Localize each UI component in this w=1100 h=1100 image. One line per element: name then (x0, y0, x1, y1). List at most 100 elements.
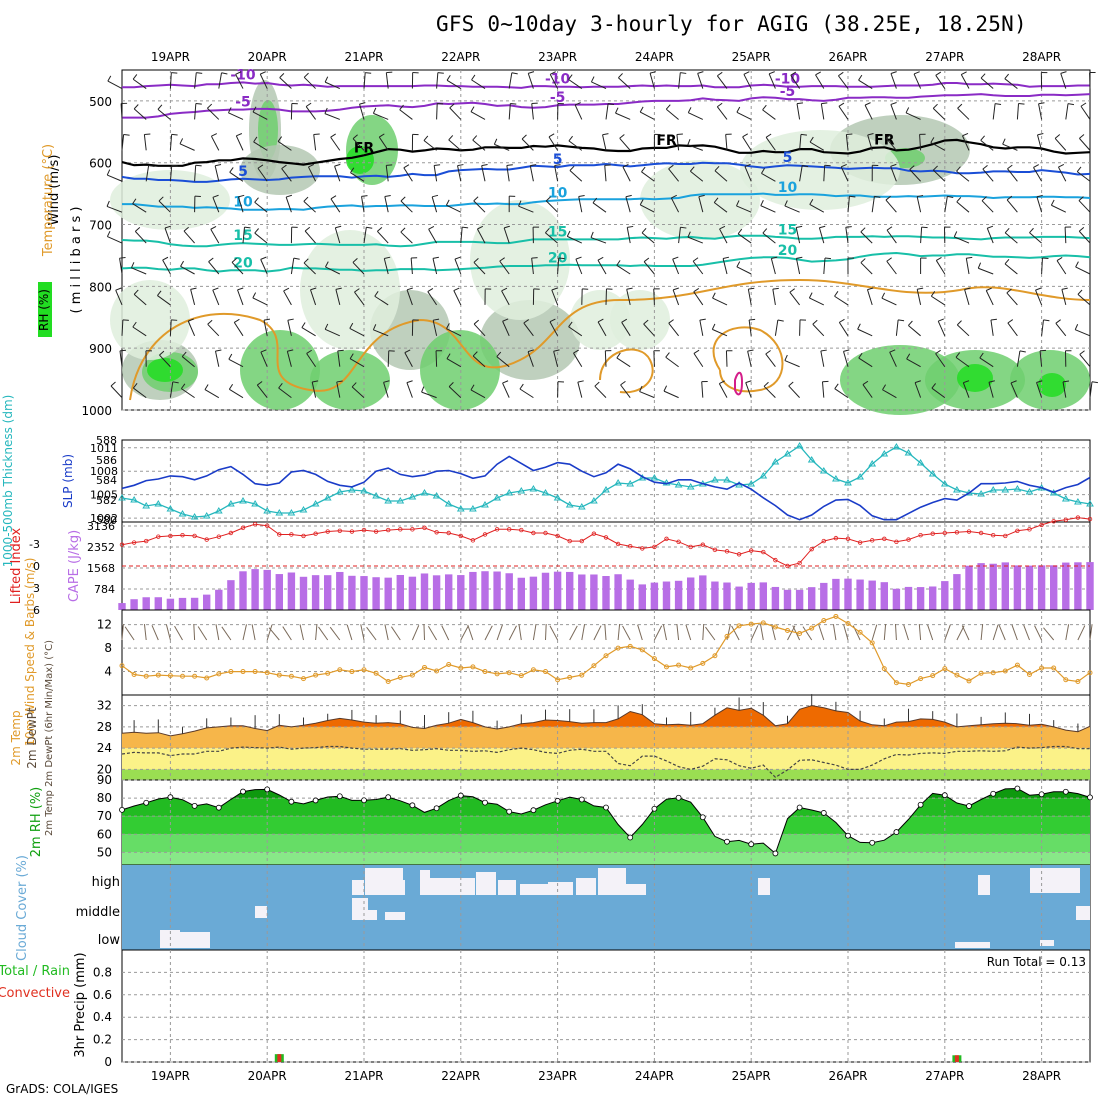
wind-barb-flag (762, 104, 767, 111)
li-point (519, 527, 524, 533)
wind-barb-flag (867, 287, 874, 291)
wind-point (204, 675, 210, 681)
wind-barb-flag (372, 324, 377, 331)
cloud-patch (955, 942, 990, 948)
wind-barb (119, 350, 123, 367)
thickness-tick-label: 582 (96, 494, 117, 507)
date-tick-label: 19APR (151, 50, 190, 64)
wind-point (409, 672, 415, 678)
wind-barb (698, 196, 704, 213)
wind-barb-flag (857, 323, 861, 330)
wind-barb (962, 135, 970, 151)
wind-point (797, 630, 803, 636)
li-point (494, 527, 500, 532)
wind-barb (672, 258, 680, 275)
wind-barb (890, 73, 897, 89)
wind-barb-flag (235, 71, 242, 75)
wind-barb (743, 74, 752, 89)
cape-bar (348, 575, 356, 610)
wind-barb (918, 624, 922, 641)
wind-barb-flag (454, 256, 461, 260)
wind-point (1014, 662, 1020, 668)
wind-barb-flag (324, 76, 329, 83)
wind-barb (330, 136, 341, 151)
wind-barb-flag (301, 322, 306, 328)
li-point (361, 527, 367, 533)
li-point (240, 525, 246, 531)
wind-barb (574, 104, 583, 120)
panel-label: 2m RH (%) (29, 787, 44, 858)
rh-shading (610, 290, 670, 350)
panel-label: 2m DewPt (25, 707, 39, 769)
wind-barb (692, 260, 704, 275)
wind-barb-flag (164, 225, 171, 229)
wind-barb (597, 259, 607, 275)
wind-barb (448, 139, 462, 151)
wind-barb (494, 143, 510, 151)
thickness-point (263, 507, 272, 514)
wind-barb-flag (592, 197, 598, 204)
wind-barb-flag (956, 197, 962, 203)
date-tick-label: 25APR (732, 50, 771, 64)
wind-barb-flag (982, 164, 988, 170)
thickness-point (1074, 498, 1082, 505)
date-tick-label: 27APR (925, 50, 964, 64)
cape-bar (941, 581, 949, 610)
cape-bar (154, 597, 163, 610)
wind-barb-flag (510, 102, 517, 105)
wind-barb (354, 291, 365, 306)
wind-barb-flag (303, 258, 309, 264)
wind-barb (549, 321, 559, 337)
wind-barb-flag (909, 165, 915, 170)
wind-barb-flag (594, 381, 600, 387)
cape-bar (638, 584, 647, 610)
wind-barb-flag (917, 194, 924, 198)
wind-barb-flag (788, 381, 794, 387)
wind-barb (809, 141, 825, 151)
wind-barb (908, 325, 921, 337)
wind-barb (1007, 168, 1018, 182)
wind-barb (410, 258, 413, 275)
thickness-point (541, 489, 550, 496)
wind-barb (254, 232, 268, 244)
li-point (373, 529, 379, 534)
wind-barb-flag (148, 164, 155, 168)
wind-barb (193, 623, 196, 641)
wind-barb (944, 624, 951, 641)
wind-barb-flag (1018, 102, 1025, 105)
wind-barb-flag (334, 163, 341, 167)
wind-barb-flag (527, 349, 534, 353)
wind-barb (391, 626, 401, 641)
wind-barb (885, 199, 897, 213)
wind-barb (460, 625, 469, 641)
wind-barb-flag (303, 72, 309, 78)
wind-barb (283, 290, 292, 306)
li-point (676, 539, 681, 544)
thickness-point (577, 503, 586, 510)
wind-barb (905, 112, 921, 120)
wind-barb (590, 237, 607, 244)
wind-barb-flag (501, 287, 508, 292)
wind-barb (1033, 167, 1043, 182)
wind-barb-flag (427, 287, 434, 292)
rh-point (409, 802, 416, 809)
wind-barb-flag (714, 165, 720, 172)
li-point (749, 548, 754, 553)
wind-barb-flag (784, 200, 788, 207)
cape-bar (662, 581, 671, 610)
wind-barb-flag (988, 380, 995, 383)
rh-legend-swatch (38, 282, 52, 337)
rh-point (215, 804, 222, 811)
rh-band (122, 852, 1090, 865)
temp-tick-label: 28 (97, 720, 112, 734)
wind-barb (712, 297, 728, 306)
wind-barb-flag (784, 354, 788, 361)
li-point (664, 536, 669, 542)
cloud-level-label: low (98, 933, 121, 948)
wind-barb (107, 236, 123, 244)
wind-point (301, 676, 306, 682)
wind-barb-flag (372, 107, 377, 114)
wind-barb (133, 108, 147, 120)
wind-barb (325, 266, 341, 275)
wind-tick-label: 12 (97, 618, 112, 632)
